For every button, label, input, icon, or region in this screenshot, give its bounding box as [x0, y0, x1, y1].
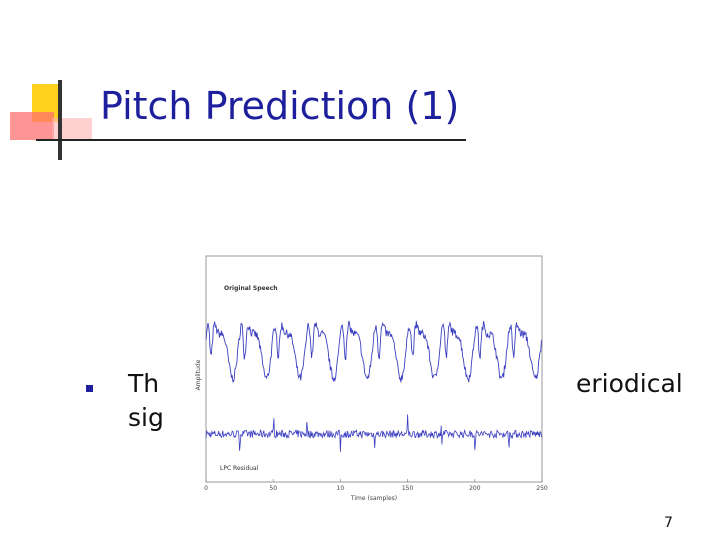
series-line-original	[205, 320, 543, 383]
page-title: Pitch Prediction (1)	[100, 84, 460, 128]
x-tick-label: 0	[204, 485, 208, 492]
speech-figure: Amplitude Time (samples) Original Speech…	[180, 250, 560, 502]
bullet-text-left: Th sig	[128, 369, 164, 432]
speech-chart: Amplitude Time (samples) Original Speech…	[195, 255, 548, 502]
page-number: 7	[664, 515, 673, 531]
series-label-residual: LPC Residual	[220, 465, 259, 472]
x-tick-label: 50	[269, 485, 277, 492]
x-tick-label: 10	[337, 485, 345, 492]
x-tick-label: 200	[469, 485, 481, 492]
plot-frame	[205, 255, 543, 483]
title-divider	[36, 139, 466, 141]
x-tick-label: 250	[536, 485, 548, 492]
series-line-residual	[205, 414, 543, 452]
x-axis-label: Time (samples)	[350, 495, 397, 502]
y-axis-label: Amplitude	[195, 359, 202, 390]
x-tick-label: 150	[402, 485, 414, 492]
slide-logo-icon	[10, 80, 92, 160]
series-label-original: Original Speech	[224, 285, 278, 292]
bullet-square-icon	[86, 385, 93, 392]
bullet-text-right: eriodical	[576, 369, 683, 398]
